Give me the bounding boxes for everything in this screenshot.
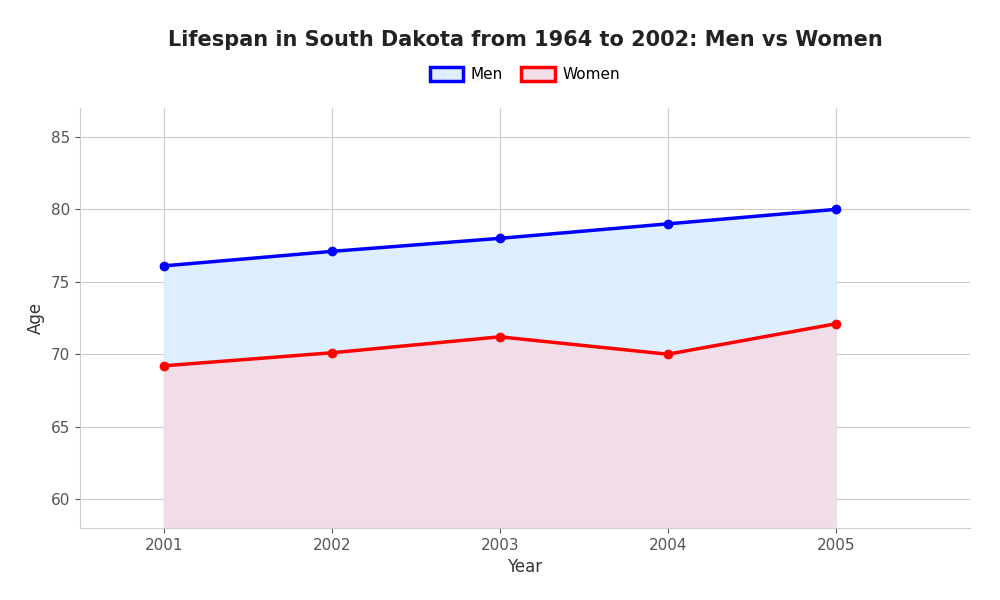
Y-axis label: Age: Age xyxy=(27,302,45,334)
Legend: Men, Women: Men, Women xyxy=(424,61,626,88)
Title: Lifespan in South Dakota from 1964 to 2002: Men vs Women: Lifespan in South Dakota from 1964 to 20… xyxy=(168,29,882,49)
X-axis label: Year: Year xyxy=(507,558,543,576)
